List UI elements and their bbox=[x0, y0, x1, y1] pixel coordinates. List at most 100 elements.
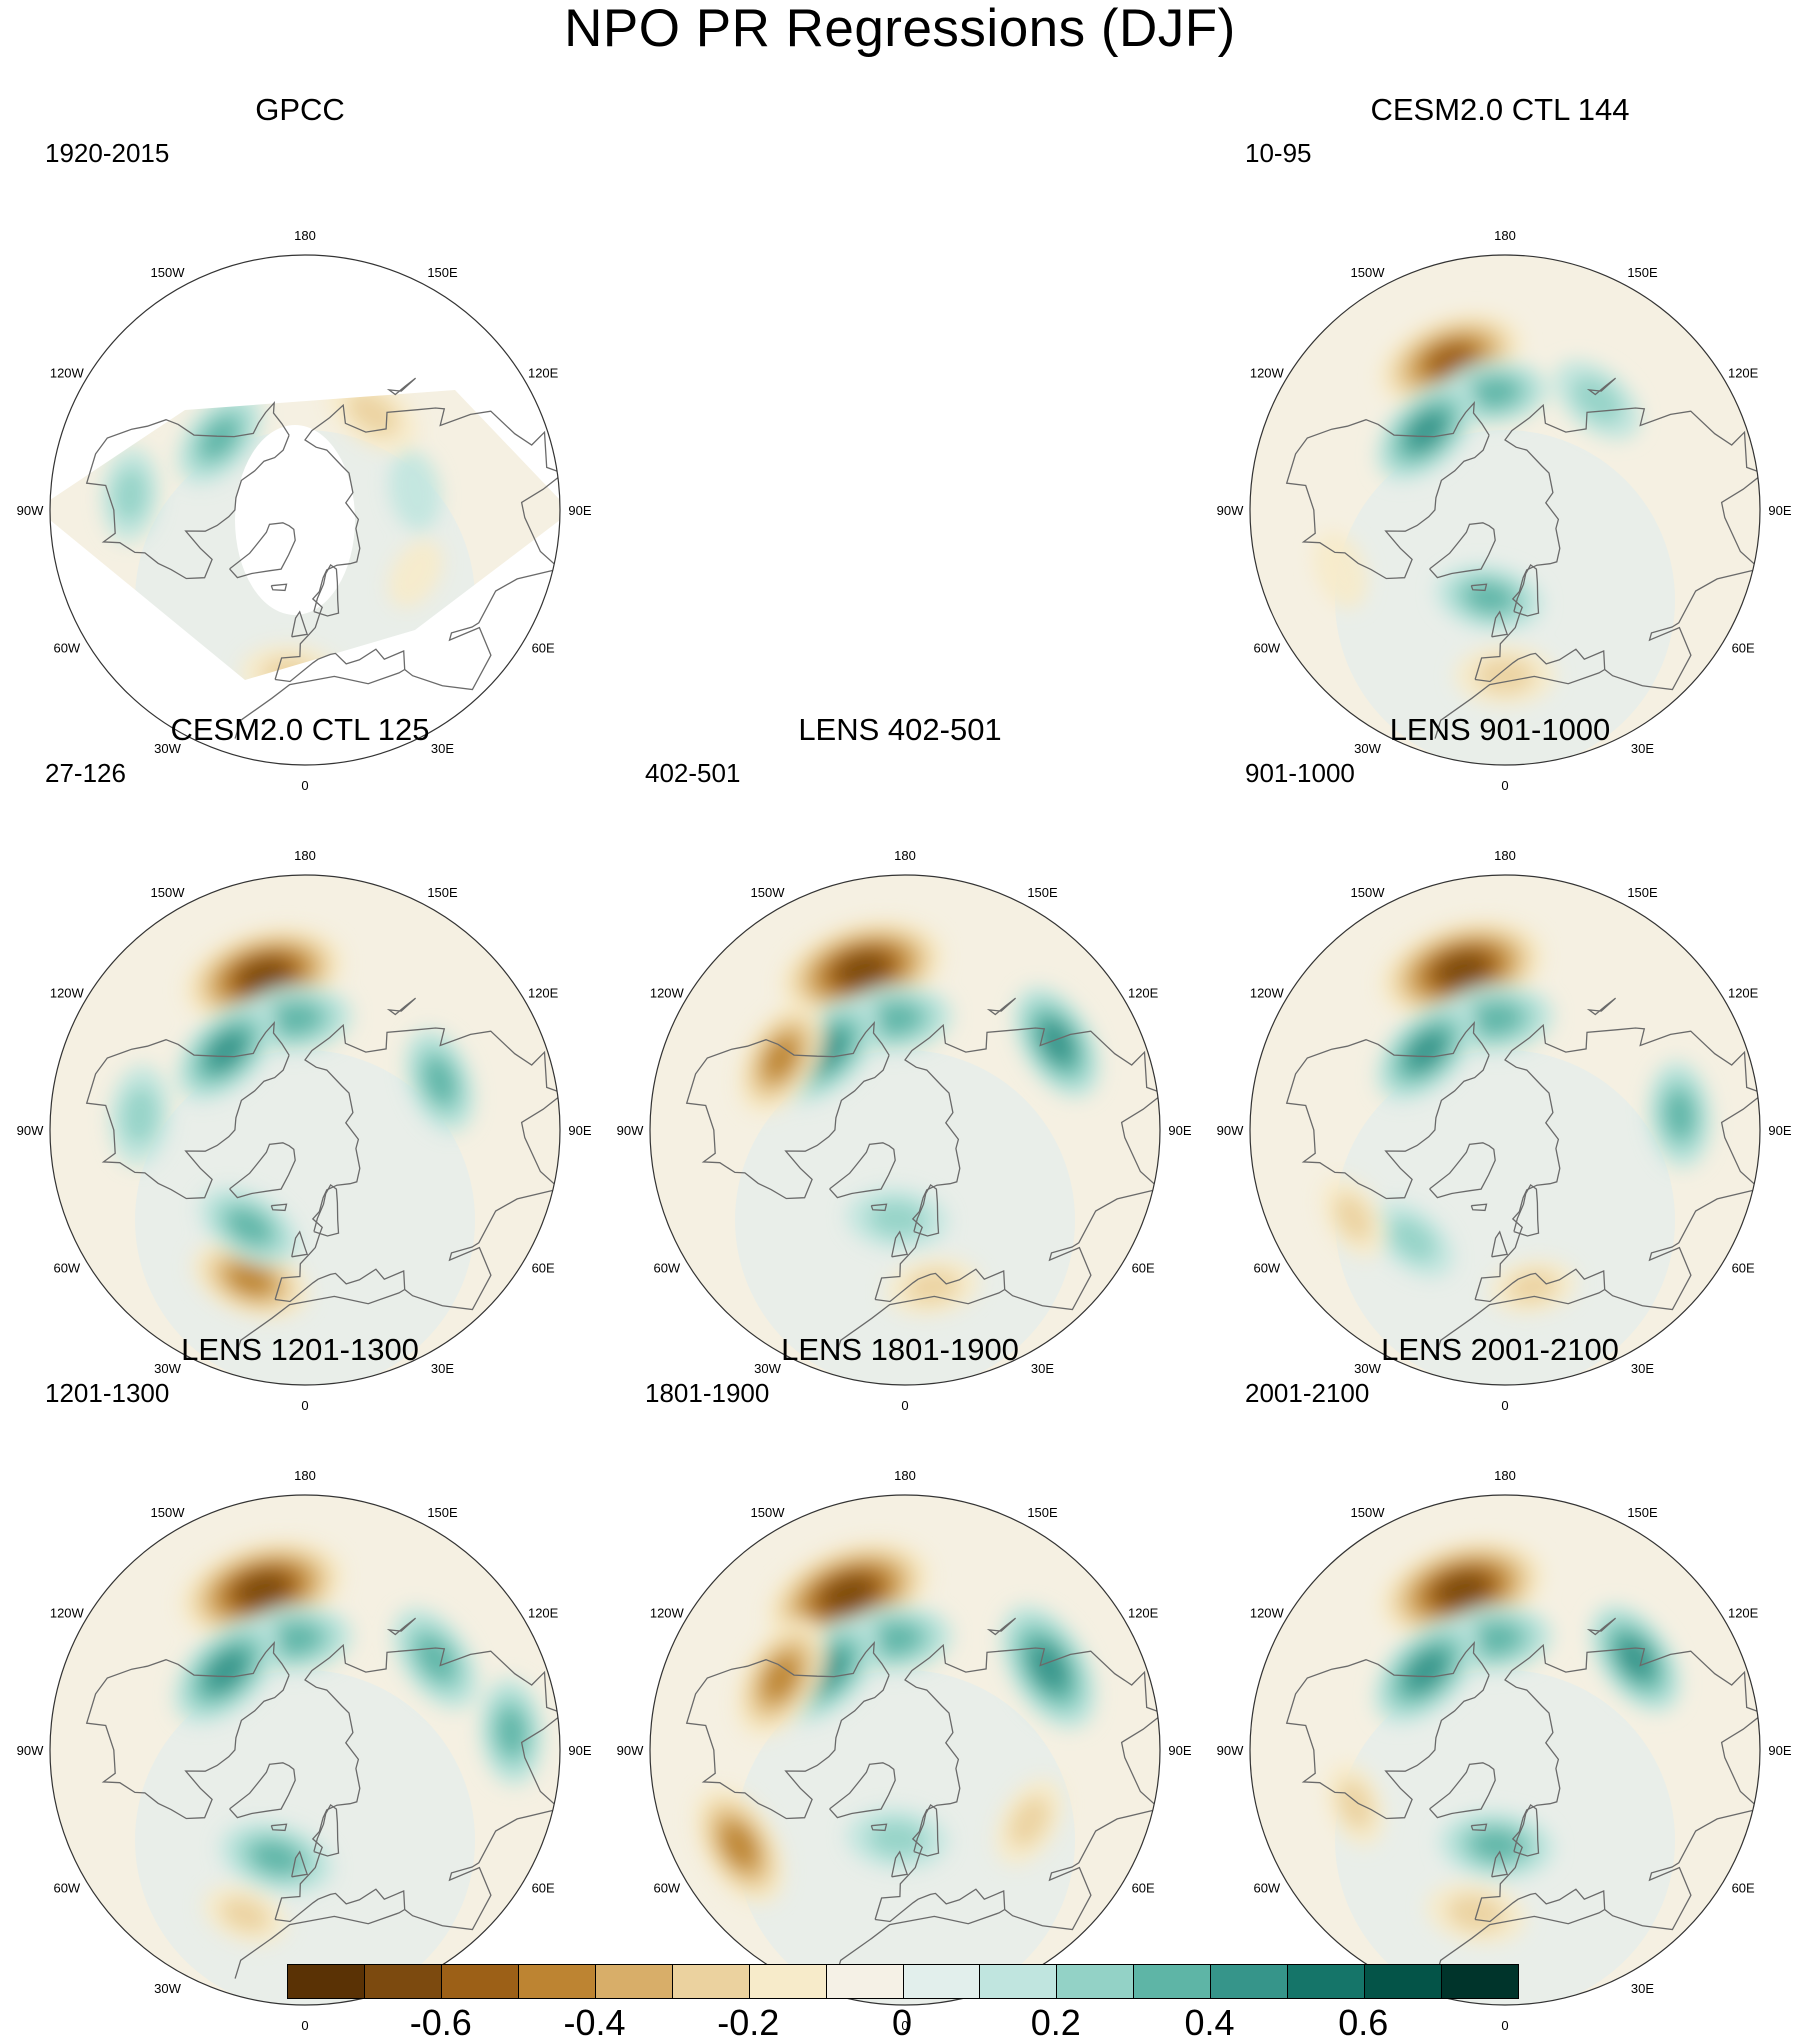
coastline bbox=[229, 1142, 296, 1199]
coastline bbox=[829, 1762, 896, 1819]
panel-period: 1920-2015 bbox=[45, 138, 170, 168]
coastline bbox=[1470, 1823, 1488, 1832]
map-data-blob bbox=[389, 450, 441, 531]
lon-label-90W: 90W bbox=[1217, 1743, 1244, 1758]
lon-label-30W: 30W bbox=[154, 741, 181, 756]
lon-label-150W: 150W bbox=[1351, 265, 1386, 280]
map-data-blob bbox=[1471, 377, 1519, 408]
lon-label-120W: 120W bbox=[50, 986, 85, 1001]
coastline bbox=[986, 1617, 1017, 1636]
coastline bbox=[1434, 1288, 1606, 1359]
coastline bbox=[1429, 522, 1496, 579]
panel-title: LENS 2001-2100 bbox=[1381, 1332, 1619, 1367]
lon-label-150E: 150E bbox=[1627, 265, 1658, 280]
lon-label-150W: 150W bbox=[151, 265, 186, 280]
map-data-blob bbox=[763, 1656, 799, 1701]
lon-label-60W: 60W bbox=[653, 1881, 680, 1896]
coastline bbox=[913, 1803, 940, 1857]
coastline bbox=[85, 1020, 290, 1200]
lon-label-150E: 150E bbox=[427, 1505, 458, 1520]
map-data-blob bbox=[228, 1264, 273, 1296]
lon-label-60E: 60E bbox=[532, 1261, 555, 1276]
map-boundary bbox=[1249, 254, 1761, 766]
map-data-blob bbox=[496, 1708, 527, 1756]
lon-label-120E: 120E bbox=[1728, 1606, 1759, 1621]
map-data-blob bbox=[1571, 376, 1623, 424]
lon-label-0: 0 bbox=[301, 2018, 308, 2030]
panel-lens2001: 180 150E 120E 90E 60E 30E 0 30W 60W 90W 120W 150W L… bbox=[1200, 1330, 1800, 2030]
lon-label-60W: 60W bbox=[53, 1881, 80, 1896]
map-boundary bbox=[49, 254, 561, 766]
lon-label-180: 180 bbox=[294, 848, 316, 863]
coastline bbox=[274, 1023, 560, 1311]
map-boundary bbox=[1249, 1494, 1761, 2006]
colorbar-box bbox=[980, 1965, 1058, 1998]
lon-label-150W: 150W bbox=[1351, 1505, 1386, 1520]
coastline bbox=[874, 1643, 1160, 1931]
lon-label-0: 0 bbox=[1501, 778, 1508, 790]
colorbar-box bbox=[288, 1965, 365, 1998]
map-data-blob bbox=[1312, 530, 1368, 609]
coastline bbox=[234, 668, 406, 739]
lon-label-90E: 90E bbox=[568, 1743, 591, 1758]
lon-label-120W: 120W bbox=[1250, 986, 1285, 1001]
map-data-blob bbox=[1389, 1217, 1437, 1262]
map-data-blob bbox=[423, 1058, 457, 1104]
lon-label-180: 180 bbox=[294, 1468, 316, 1483]
lon-label-60E: 60E bbox=[532, 1881, 555, 1896]
coastline bbox=[229, 1762, 296, 1819]
panel-ctl125: 180 150E 120E 90E 60E 30E 0 30W 60W 90W 120W 150W C… bbox=[0, 710, 600, 1410]
coastline bbox=[891, 1230, 909, 1258]
coastline bbox=[1513, 1803, 1540, 1857]
panel-lens1801: 180 150E 120E 90E 60E 30E 0 30W 60W 90W 120W 150W L… bbox=[600, 1330, 1200, 2030]
coastline bbox=[1474, 403, 1760, 691]
lon-label-60W: 60W bbox=[1253, 1261, 1280, 1276]
map-data-blob bbox=[824, 1576, 873, 1612]
lon-label-120W: 120W bbox=[1250, 1606, 1285, 1621]
map-data-blob bbox=[207, 1032, 245, 1070]
main-title: NPO PR Regressions (DJF) bbox=[564, 0, 1236, 58]
lon-label-150E: 150E bbox=[1627, 1505, 1658, 1520]
lon-label-90E: 90E bbox=[1768, 1743, 1791, 1758]
panel-lens901: 180 150E 120E 90E 60E 30E 0 30W 60W 90W 120W 150W L… bbox=[1200, 710, 1800, 1410]
coastline bbox=[234, 1288, 406, 1359]
lon-label-90E: 90E bbox=[568, 1123, 591, 1138]
lon-label-60W: 60W bbox=[1253, 1881, 1280, 1896]
lon-label-30E: 30E bbox=[1031, 1361, 1054, 1376]
coastline bbox=[1474, 1023, 1760, 1311]
coastline bbox=[874, 1023, 1160, 1311]
lon-label-60W: 60W bbox=[53, 1261, 80, 1276]
map-data-blob bbox=[870, 1622, 921, 1655]
map-data-blob bbox=[251, 1841, 301, 1875]
map-data-blob bbox=[416, 1636, 455, 1682]
colorbar-box bbox=[749, 1965, 827, 1998]
lon-label-60E: 60E bbox=[1732, 641, 1755, 656]
coastline bbox=[1491, 1850, 1509, 1878]
map-data-blob bbox=[227, 1209, 272, 1245]
coastline bbox=[234, 1908, 406, 1979]
lon-label-30E: 30E bbox=[431, 1361, 454, 1376]
map-data-blob bbox=[237, 1573, 287, 1607]
coastline bbox=[85, 400, 290, 580]
colorbar-label: -0.6 bbox=[409, 2002, 472, 2043]
lon-label-30W: 30W bbox=[154, 1981, 181, 1996]
lon-label-60W: 60W bbox=[1253, 641, 1280, 656]
map-background bbox=[1335, 1050, 1675, 1385]
colorbar-label: -0.2 bbox=[717, 2002, 780, 2043]
coastline bbox=[834, 1288, 1006, 1359]
missing-data-region bbox=[50, 255, 560, 500]
coastline bbox=[829, 1142, 896, 1199]
lon-label-150W: 150W bbox=[151, 885, 186, 900]
panel-period: 27-126 bbox=[45, 758, 126, 788]
map-data-blob bbox=[206, 1651, 246, 1691]
lon-label-120E: 120E bbox=[528, 986, 559, 1001]
lon-label-150E: 150E bbox=[1627, 885, 1658, 900]
lon-label-0: 0 bbox=[301, 1398, 308, 1410]
lon-label-120E: 120E bbox=[1728, 366, 1759, 381]
lon-label-150W: 150W bbox=[151, 1505, 186, 1520]
lon-label-150E: 150E bbox=[427, 885, 458, 900]
lon-label-60W: 60W bbox=[653, 1261, 680, 1276]
lon-label-120W: 120W bbox=[650, 986, 685, 1001]
